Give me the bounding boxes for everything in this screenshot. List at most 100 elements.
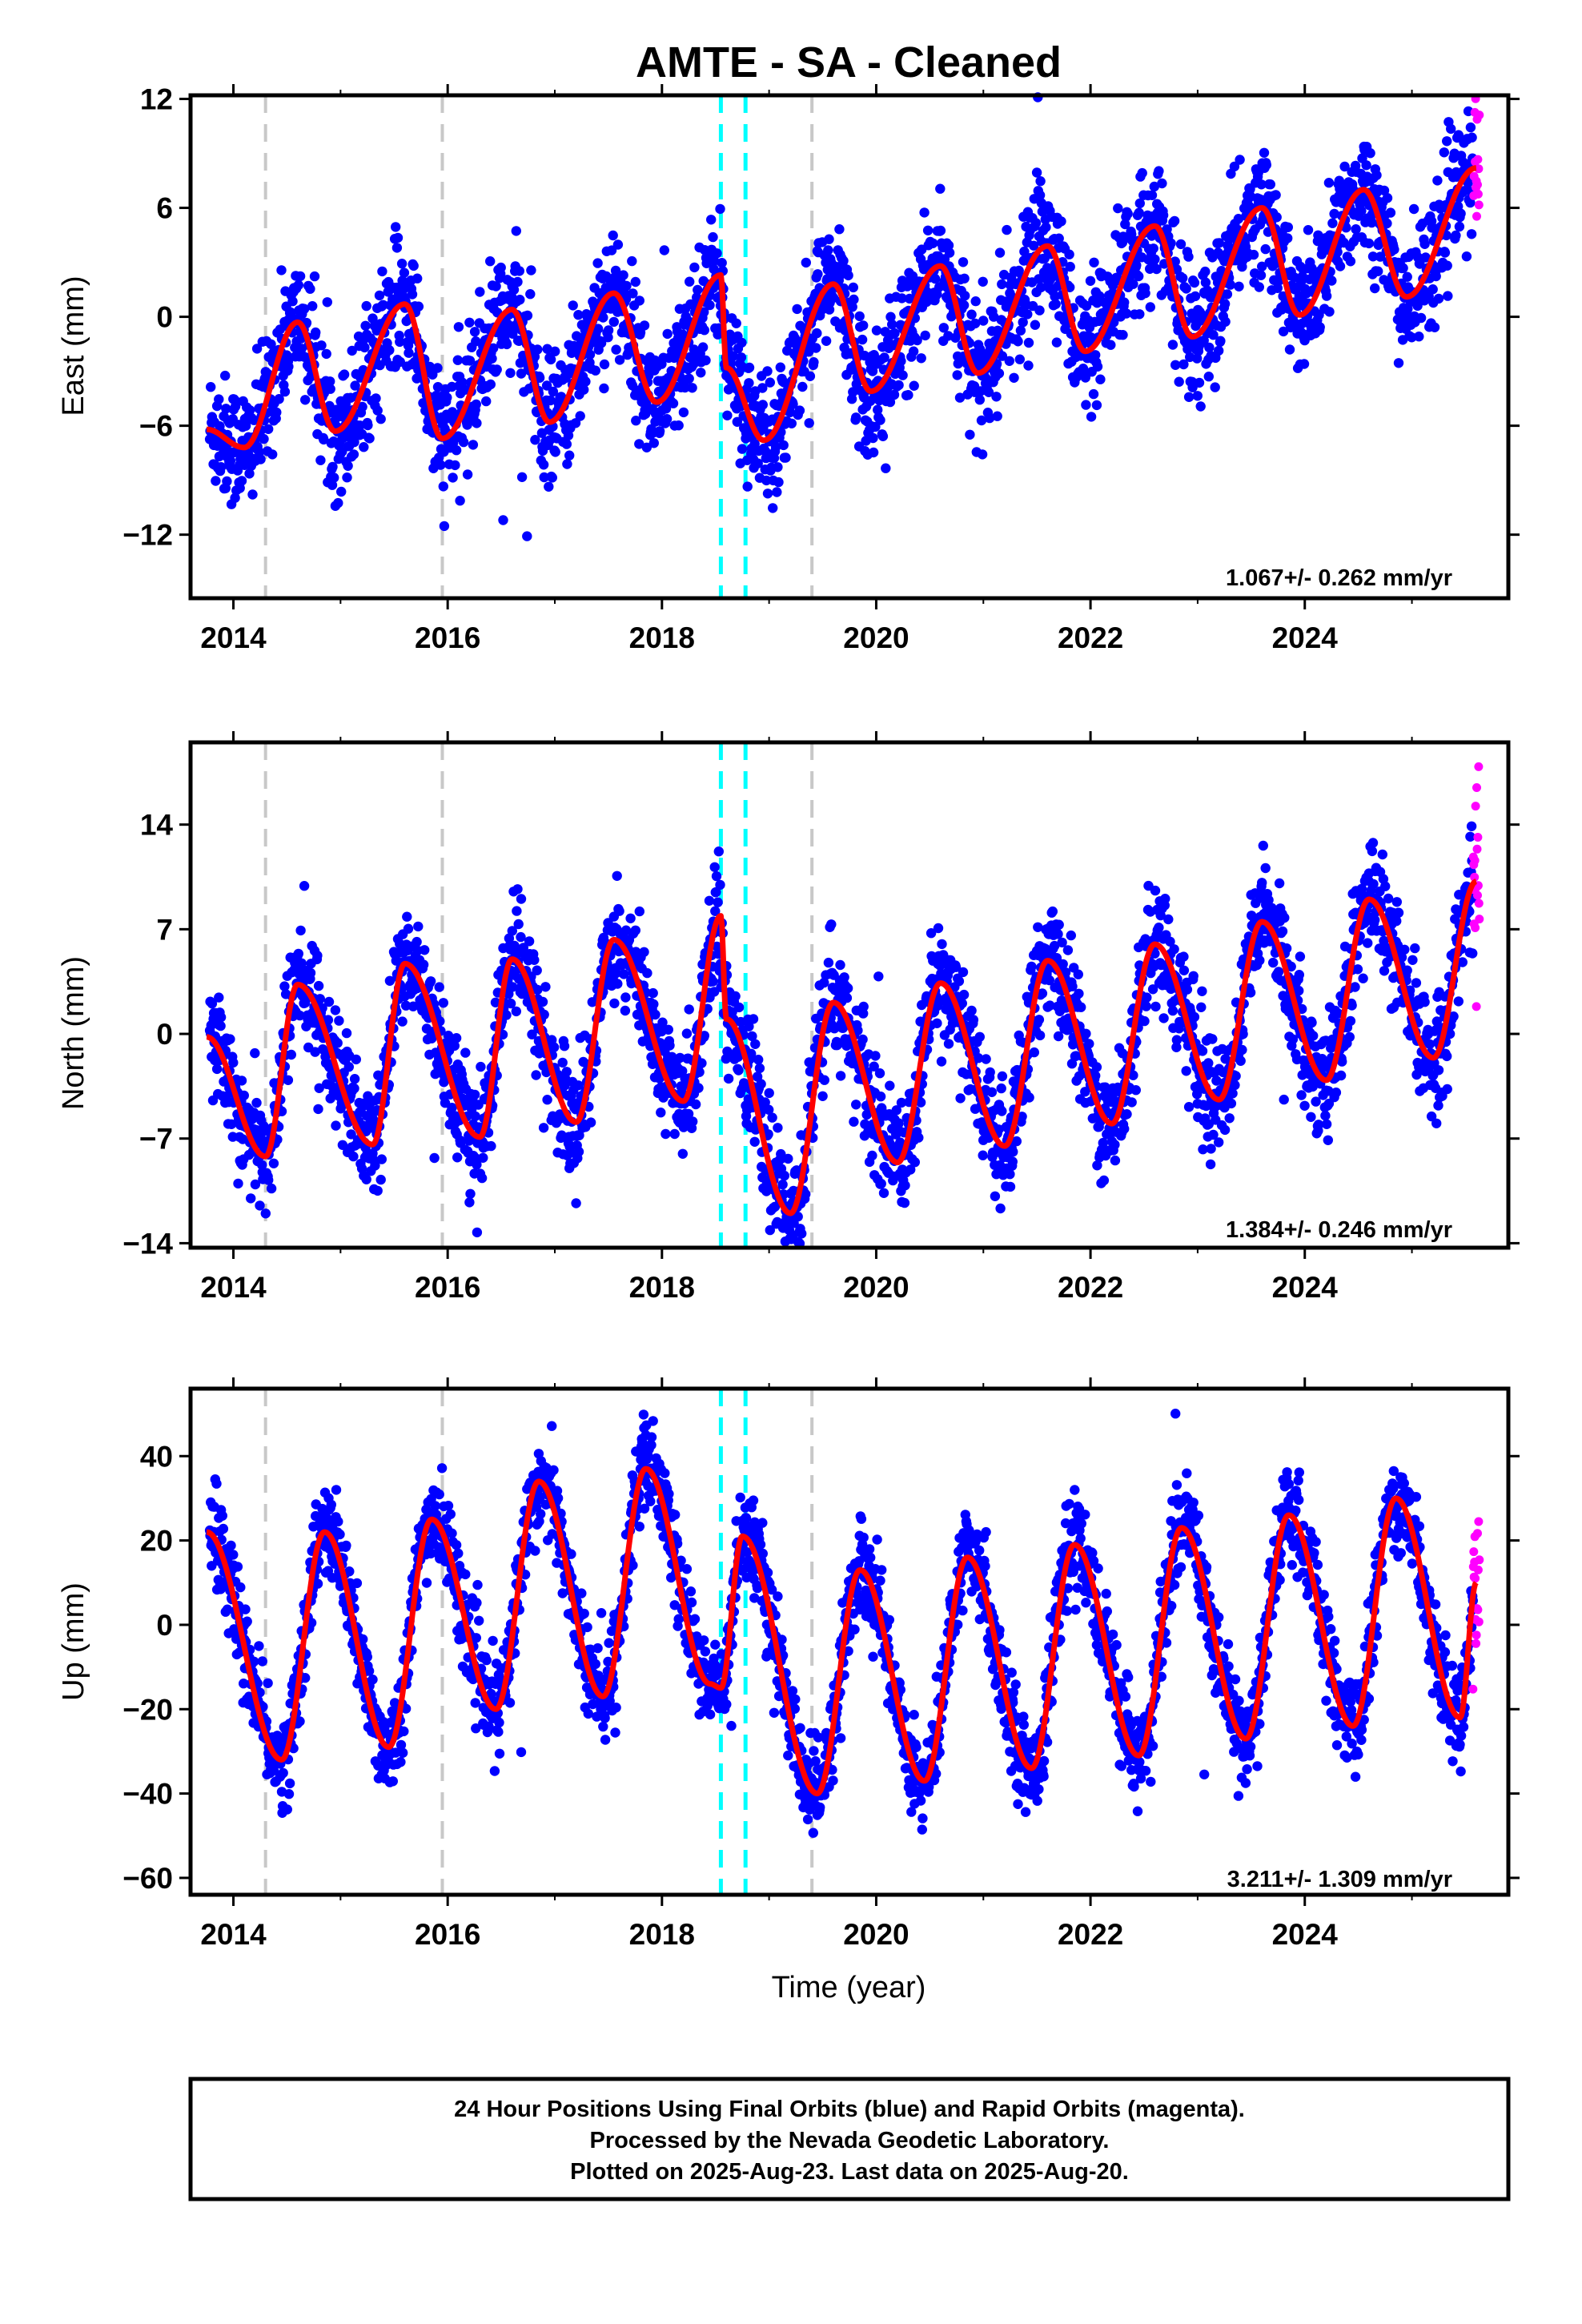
- north-final-point: [524, 936, 535, 947]
- east-final-point: [1214, 345, 1224, 356]
- north-final-point: [476, 1172, 488, 1184]
- north-final-point: [612, 870, 622, 882]
- east-final-point: [1174, 376, 1184, 387]
- north-final-point: [313, 1104, 323, 1115]
- east-final-point: [634, 439, 644, 449]
- north-final-point: [465, 1188, 476, 1200]
- east-final-point: [550, 447, 560, 457]
- east-final-point: [325, 384, 335, 394]
- east-final-point: [384, 345, 395, 356]
- east-final-point: [1439, 247, 1451, 258]
- east-final-point: [1134, 309, 1145, 320]
- north-final-point: [693, 1083, 704, 1093]
- east-final-point: [592, 324, 604, 334]
- east-final-point: [880, 327, 890, 337]
- east-final-point: [775, 362, 785, 372]
- north-final-point: [313, 980, 324, 991]
- east-final-point: [375, 414, 386, 424]
- east-final-point: [641, 442, 652, 452]
- east-final-point: [1345, 256, 1356, 267]
- north-final-point: [375, 1174, 386, 1185]
- north-final-point: [756, 1079, 766, 1089]
- east-final-point: [407, 289, 418, 300]
- east-final-point: [997, 279, 1007, 290]
- east-final-point: [408, 260, 419, 271]
- north-final-point: [349, 1074, 360, 1084]
- east-final-point: [361, 300, 371, 312]
- east-final-point: [357, 401, 367, 412]
- north-final-point: [341, 1027, 352, 1039]
- east-final-point: [471, 399, 481, 410]
- east-final-point: [871, 325, 882, 336]
- north-final-point: [540, 982, 551, 992]
- east-rapid-point: [1473, 189, 1483, 199]
- east-final-point: [952, 370, 962, 380]
- east-final-point: [848, 387, 858, 397]
- east-final-point: [1022, 309, 1033, 320]
- north-final-point: [512, 884, 523, 895]
- north-final-point: [936, 1056, 947, 1067]
- east-xtick-label: 2016: [415, 621, 480, 654]
- east-final-point: [1054, 233, 1064, 243]
- east-final-point: [447, 381, 457, 392]
- east-final-point: [1299, 359, 1310, 369]
- east-final-point: [1235, 155, 1245, 165]
- east-final-point: [1089, 257, 1099, 267]
- east-final-point: [1321, 291, 1332, 301]
- east-final-point: [1134, 207, 1144, 218]
- east-final-point: [526, 265, 536, 275]
- east-final-point: [1175, 239, 1186, 250]
- north-final-point: [857, 1034, 868, 1045]
- east-final-point: [492, 364, 502, 375]
- east-final-point: [339, 369, 350, 380]
- north-final-point: [412, 936, 422, 947]
- north-final-point: [1007, 1156, 1018, 1167]
- east-final-point: [908, 346, 919, 356]
- north-final-point: [639, 947, 649, 958]
- east-final-point: [1088, 388, 1099, 400]
- east-final-point: [1210, 382, 1220, 392]
- north-final-point: [958, 967, 969, 978]
- east-final-point: [762, 489, 773, 499]
- east-final-point: [267, 449, 278, 460]
- north-final-point: [943, 1039, 954, 1049]
- east-final-point: [618, 270, 628, 280]
- north-final-point: [260, 1208, 271, 1219]
- east-final-point: [1081, 400, 1091, 410]
- east-final-point: [812, 328, 822, 339]
- north-final-point: [709, 862, 720, 873]
- north-final-point: [239, 1090, 249, 1101]
- north-final-point: [985, 1067, 995, 1078]
- north-final-point: [713, 846, 724, 857]
- east-final-point: [1327, 218, 1338, 228]
- east-final-point: [1204, 342, 1215, 353]
- east-final-point: [785, 407, 796, 417]
- north-final-point: [299, 881, 310, 891]
- east-final-point: [768, 503, 778, 513]
- east-final-point: [673, 420, 684, 431]
- east-final-point: [481, 396, 492, 407]
- north-final-point: [958, 989, 970, 1000]
- east-final-point: [522, 310, 533, 321]
- east-final-point: [240, 420, 251, 431]
- east-final-point: [1019, 246, 1030, 257]
- east-final-point: [321, 348, 331, 360]
- east-final-point: [1365, 148, 1375, 159]
- north-final-point: [429, 1152, 440, 1164]
- east-final-point: [1442, 260, 1452, 271]
- east-final-point: [322, 297, 332, 308]
- north-final-point: [418, 959, 429, 970]
- north-final-point: [997, 1071, 1008, 1082]
- east-final-point: [1030, 218, 1042, 228]
- east-final-point: [599, 359, 610, 370]
- east-final-point: [678, 407, 689, 418]
- east-final-point: [231, 396, 241, 407]
- east-final-point: [621, 280, 632, 292]
- north-final-point: [283, 1075, 294, 1086]
- east-xtick-label: 2020: [843, 621, 909, 654]
- chart-title: AMTE - SA - Cleaned: [636, 38, 1062, 86]
- east-final-point: [561, 439, 572, 449]
- east-final-point: [464, 356, 476, 366]
- east-final-point: [1370, 283, 1380, 294]
- north-final-point: [571, 1198, 581, 1208]
